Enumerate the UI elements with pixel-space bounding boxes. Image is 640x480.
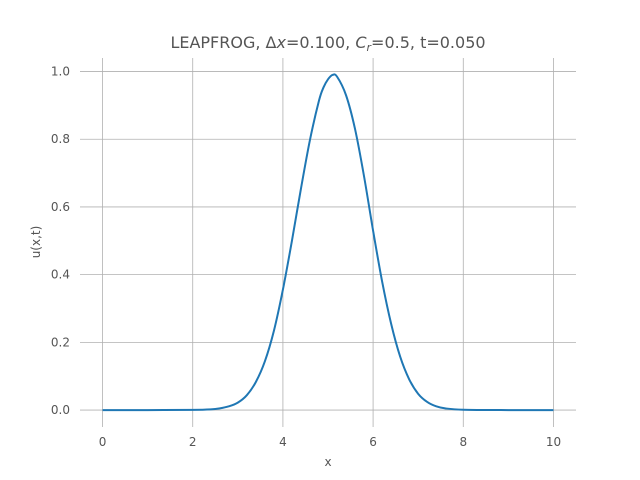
grid [80,58,576,427]
y-tick-label: 1.0 [51,65,70,79]
y-tick-label: 0.4 [51,268,70,282]
x-tick-label: 8 [459,435,467,449]
y-tick-label: 0.2 [51,335,70,349]
y-tick-label: 0.6 [51,200,70,214]
y-tick-label: 0.0 [51,403,70,417]
series-line [102,73,554,412]
x-axis-label: x [324,455,331,469]
series-layer [102,73,554,412]
chart-title: LEAPFROG, Δx=0.100, Cr=0.5, t=0.050 [170,33,485,54]
y-tick-label: 0.8 [51,132,70,146]
x-tick-label: 10 [546,435,561,449]
y-axis-label: u(x,t) [29,226,43,259]
x-tick-label: 2 [189,435,197,449]
x-tick-label: 6 [369,435,377,449]
x-tick-label: 0 [99,435,107,449]
x-tick-label: 4 [279,435,287,449]
tick-labels: 0 2 4 6 8 10 0.0 0.2 0.4 0.6 0.8 1.0 [51,65,561,449]
